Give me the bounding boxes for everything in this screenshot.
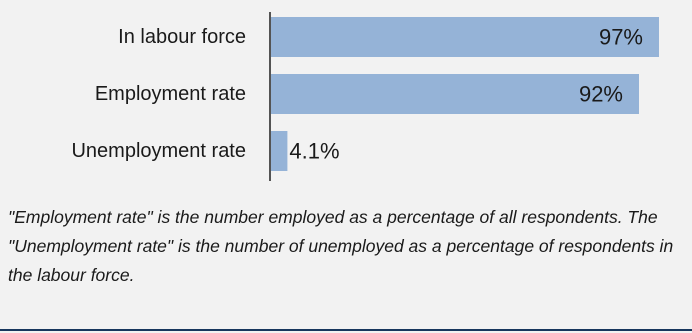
category-label: Employment rate xyxy=(95,83,246,105)
category-label: Unemployment rate xyxy=(71,140,246,162)
bar-chart: In labour force 97% Employment rate 92% Unem… xyxy=(71,12,659,181)
bar xyxy=(271,17,659,57)
labels-group: In labour force 97% Employment rate 92% Unem… xyxy=(71,25,643,164)
value-label: 97% xyxy=(599,25,643,50)
bars-group xyxy=(271,17,659,171)
value-label: 4.1% xyxy=(289,139,339,164)
bar xyxy=(271,131,288,171)
bar xyxy=(271,74,639,114)
chart-footnote: "Employment rate" is the number employed… xyxy=(8,207,674,285)
bottom-rule xyxy=(0,329,692,331)
value-label: 92% xyxy=(579,82,623,107)
category-label: In labour force xyxy=(118,26,246,48)
